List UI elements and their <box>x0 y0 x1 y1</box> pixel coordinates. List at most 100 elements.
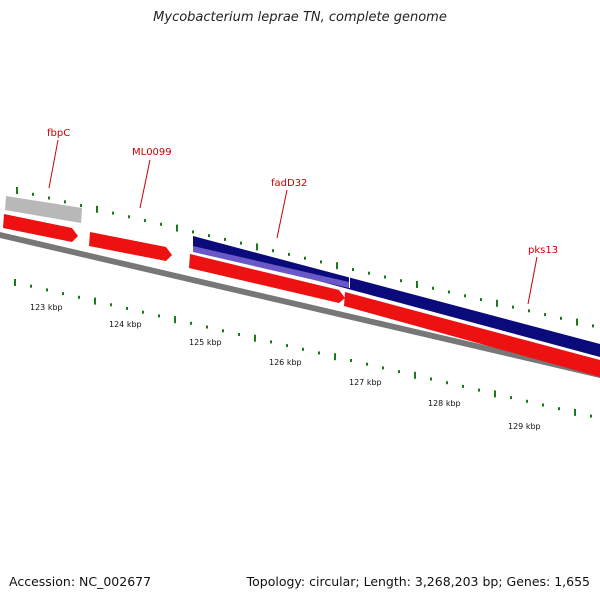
kbp-label-126: 126 kbp <box>269 358 302 367</box>
lower-tick <box>334 353 336 361</box>
lower-tick <box>414 371 416 379</box>
lower-tick <box>574 408 576 416</box>
label-ML0099: ML0099 <box>132 147 172 158</box>
gene-ML0099[interactable] <box>89 232 172 261</box>
lower-tick <box>126 307 128 310</box>
upper-tick <box>128 215 130 219</box>
kbp-label-128: 128 kbp <box>428 399 461 408</box>
tick-track-upper <box>16 187 594 328</box>
lower-tick <box>238 333 240 336</box>
upper-tick <box>496 299 498 307</box>
upper-tick <box>528 309 530 313</box>
gene-pks13[interactable] <box>344 292 600 377</box>
upper-tick <box>336 262 338 270</box>
upper-tick <box>352 268 354 271</box>
lower-tick <box>110 303 112 307</box>
leader-line-pks13 <box>527 256 538 305</box>
upper-tick <box>112 211 114 215</box>
gene-pks13-shape[interactable] <box>344 292 600 377</box>
lower-tick <box>222 329 224 333</box>
backbone-shape <box>0 232 600 378</box>
label-pks13: pks13 <box>528 245 558 256</box>
leader-line-fadD32 <box>276 189 288 239</box>
lower-tick <box>382 366 384 370</box>
lower-tick <box>510 396 512 400</box>
lower-tick <box>206 325 208 329</box>
upper-tick <box>144 219 146 223</box>
lower-tick <box>542 403 544 407</box>
kbp-label-129: 129 kbp <box>508 422 541 431</box>
upper-tick <box>368 271 370 275</box>
leader-line-ML0099 <box>139 159 151 209</box>
lower-tick <box>366 362 368 366</box>
lower-tick <box>94 297 96 305</box>
upper-tick <box>160 222 162 226</box>
upper-tick <box>48 196 50 200</box>
upper-tick <box>512 305 514 309</box>
upper-tick <box>432 286 434 290</box>
upper-tick <box>96 205 98 213</box>
kbp-label-123: 123 kbp <box>30 303 63 312</box>
lower-tick <box>350 359 352 362</box>
gene-reverse-strand-block[interactable] <box>193 236 600 357</box>
upper-tick <box>304 256 306 260</box>
upper-tick <box>384 275 386 279</box>
lower-tick <box>254 334 256 342</box>
lower-tick <box>174 316 176 324</box>
gene-label-ML0099: ML0099 <box>132 147 172 209</box>
gene-ML0099-shape[interactable] <box>89 232 172 261</box>
upper-tick <box>240 241 242 245</box>
upper-tick <box>208 234 210 238</box>
upper-tick <box>256 243 258 251</box>
lower-tick <box>190 321 192 325</box>
lower-tick <box>286 344 288 348</box>
upper-tick <box>288 252 290 256</box>
lower-tick <box>158 314 160 318</box>
kbp-label-127: 127 kbp <box>349 378 382 387</box>
genome-stats-label: Topology: circular; Length: 3,268,203 bp… <box>246 574 590 589</box>
upper-tick <box>464 294 466 298</box>
lower-tick <box>430 377 432 381</box>
lower-tick <box>142 310 144 314</box>
kbp-label-124: 124 kbp <box>109 320 142 329</box>
gene-label-fadD32: fadD32 <box>271 178 307 239</box>
lower-tick <box>462 384 464 388</box>
gene-forward-1[interactable] <box>3 214 78 242</box>
lower-tick <box>46 288 48 292</box>
tick-track-lower <box>14 279 592 418</box>
upper-tick <box>64 200 66 204</box>
gene-fbpC-shape[interactable] <box>5 196 82 223</box>
lower-tick <box>446 381 448 385</box>
upper-tick <box>592 324 594 328</box>
upper-tick <box>320 260 322 264</box>
lower-tick <box>30 284 32 288</box>
upper-tick <box>416 281 418 288</box>
reverse-gene-dark[interactable] <box>193 236 600 357</box>
lower-tick <box>398 370 400 374</box>
accession-label: Accession: NC_002677 <box>9 574 152 589</box>
lower-tick <box>302 347 304 351</box>
gene-forward-1-shape[interactable] <box>3 214 78 242</box>
upper-tick <box>480 298 482 301</box>
lower-tick <box>270 340 272 344</box>
upper-tick <box>560 316 562 320</box>
kbp-label-125: 125 kbp <box>189 338 222 347</box>
lower-tick <box>494 390 496 398</box>
gene-label-fbpC: fbpC <box>47 128 70 189</box>
genome-backbone <box>0 232 600 378</box>
gene-fadD32[interactable] <box>189 254 345 303</box>
upper-tick <box>224 237 226 241</box>
lower-tick <box>78 295 80 299</box>
upper-tick <box>272 249 274 253</box>
label-fadD32: fadD32 <box>271 178 307 189</box>
reverse-gene-light[interactable] <box>193 246 349 288</box>
gene-fbpC[interactable] <box>5 196 82 223</box>
upper-tick <box>176 224 178 232</box>
gene-fadD32-shape[interactable] <box>189 254 345 303</box>
upper-tick <box>80 204 82 207</box>
leader-line-fbpC <box>48 139 59 189</box>
upper-tick <box>544 313 546 317</box>
upper-tick <box>400 279 402 283</box>
